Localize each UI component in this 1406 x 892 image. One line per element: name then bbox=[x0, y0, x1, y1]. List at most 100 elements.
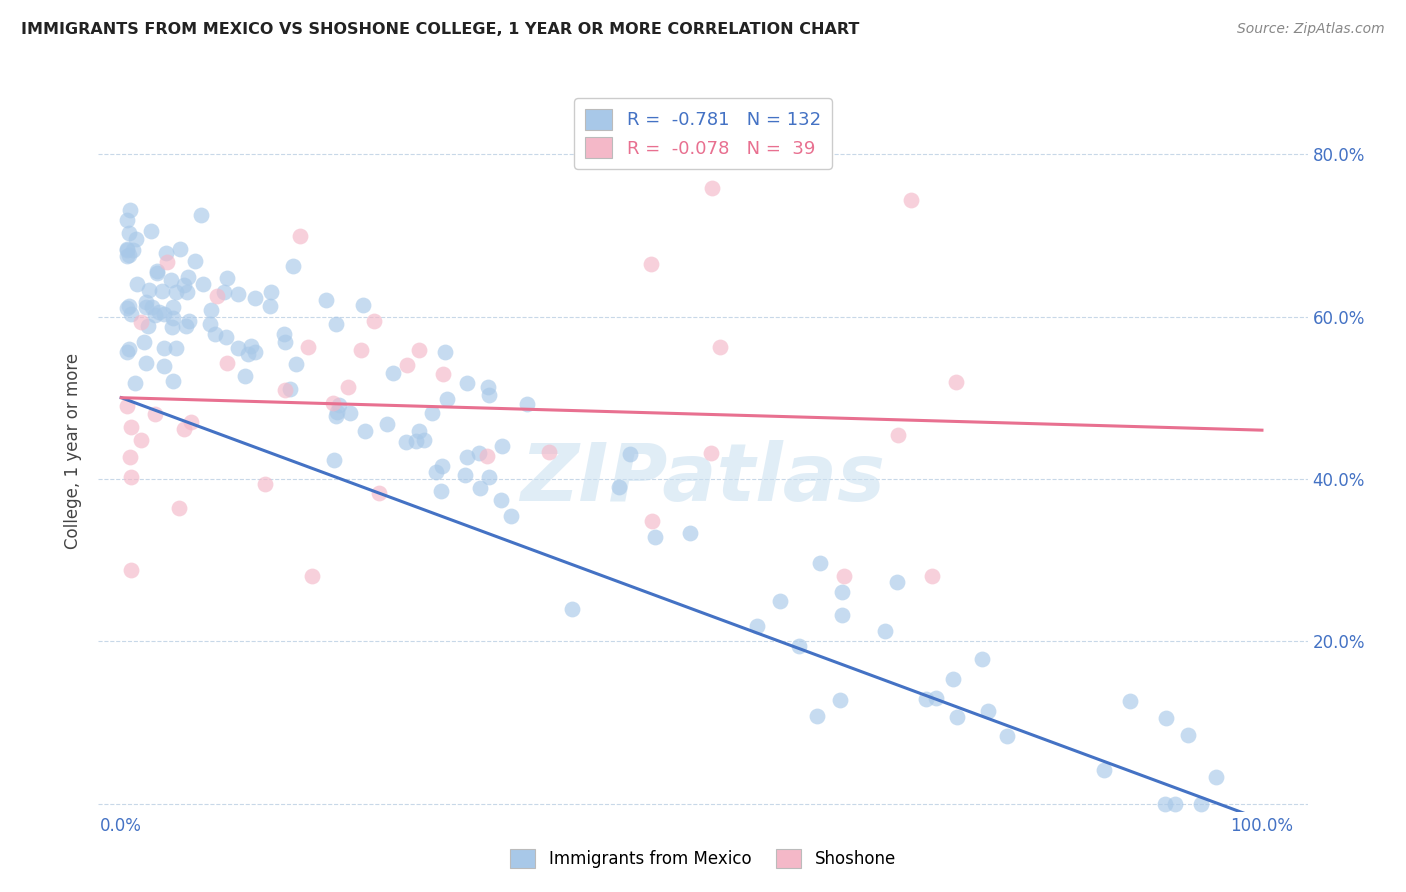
Point bbox=[115, 249, 138, 263]
Point bbox=[900, 194, 922, 208]
Point bbox=[322, 395, 344, 409]
Point bbox=[456, 376, 478, 390]
Point bbox=[153, 342, 176, 356]
Text: Source: ZipAtlas.com: Source: ZipAtlas.com bbox=[1237, 22, 1385, 37]
Point bbox=[136, 318, 159, 333]
Point bbox=[118, 299, 141, 313]
Point bbox=[489, 493, 512, 508]
Point bbox=[190, 208, 212, 222]
Point bbox=[283, 259, 305, 273]
Point bbox=[288, 229, 311, 244]
Point bbox=[425, 465, 447, 479]
Point bbox=[155, 246, 177, 260]
Point bbox=[120, 420, 142, 434]
Point bbox=[167, 501, 190, 516]
Point bbox=[831, 608, 853, 623]
Point bbox=[315, 293, 337, 308]
Point bbox=[325, 409, 347, 423]
Point bbox=[699, 445, 721, 459]
Point bbox=[700, 181, 723, 195]
Point bbox=[138, 283, 160, 297]
Point bbox=[436, 392, 458, 406]
Point bbox=[259, 285, 281, 300]
Point bbox=[1177, 728, 1199, 742]
Point bbox=[146, 266, 169, 280]
Point bbox=[831, 585, 853, 599]
Point bbox=[176, 285, 198, 299]
Point bbox=[233, 369, 256, 384]
Point bbox=[162, 374, 184, 388]
Point bbox=[273, 334, 295, 349]
Point bbox=[115, 242, 138, 256]
Text: IMMIGRANTS FROM MEXICO VS SHOSHONE COLLEGE, 1 YEAR OR MORE CORRELATION CHART: IMMIGRANTS FROM MEXICO VS SHOSHONE COLLE… bbox=[21, 22, 859, 37]
Point bbox=[212, 285, 235, 299]
Point bbox=[1189, 797, 1212, 811]
Point bbox=[135, 300, 157, 314]
Point bbox=[1118, 694, 1140, 708]
Point bbox=[350, 343, 373, 357]
Point bbox=[834, 569, 856, 583]
Point bbox=[363, 314, 385, 328]
Point bbox=[173, 422, 195, 436]
Point bbox=[875, 624, 897, 638]
Point bbox=[200, 317, 222, 331]
Point bbox=[120, 563, 142, 577]
Point bbox=[1205, 770, 1227, 784]
Point bbox=[301, 569, 323, 583]
Point bbox=[408, 343, 430, 357]
Point bbox=[454, 467, 477, 482]
Point bbox=[323, 453, 346, 467]
Point bbox=[468, 445, 491, 459]
Point bbox=[499, 508, 522, 523]
Point bbox=[914, 692, 936, 706]
Point bbox=[120, 308, 142, 322]
Point bbox=[609, 479, 631, 493]
Point bbox=[477, 379, 499, 393]
Point bbox=[478, 388, 501, 402]
Point bbox=[478, 470, 501, 484]
Point bbox=[259, 299, 281, 313]
Point bbox=[131, 315, 153, 329]
Point bbox=[162, 311, 184, 326]
Point bbox=[339, 406, 361, 420]
Point bbox=[139, 224, 162, 238]
Point bbox=[165, 285, 187, 300]
Point bbox=[806, 708, 828, 723]
Point bbox=[336, 380, 359, 394]
Point bbox=[217, 356, 239, 370]
Point bbox=[173, 278, 195, 293]
Point bbox=[537, 444, 560, 458]
Point bbox=[430, 484, 453, 499]
Point bbox=[152, 359, 174, 373]
Point bbox=[887, 428, 910, 442]
Point bbox=[125, 277, 148, 292]
Point bbox=[977, 705, 1000, 719]
Point bbox=[808, 556, 831, 570]
Point bbox=[352, 298, 374, 312]
Point bbox=[396, 358, 419, 372]
Point bbox=[769, 594, 792, 608]
Point bbox=[1153, 797, 1175, 811]
Point bbox=[945, 375, 967, 389]
Point bbox=[405, 434, 427, 449]
Point bbox=[120, 450, 142, 464]
Point bbox=[135, 294, 157, 309]
Point bbox=[475, 449, 498, 463]
Point bbox=[124, 376, 146, 391]
Point bbox=[115, 213, 138, 227]
Point bbox=[709, 340, 731, 354]
Point bbox=[160, 320, 183, 334]
Point bbox=[641, 515, 664, 529]
Point bbox=[942, 672, 965, 686]
Point bbox=[169, 243, 191, 257]
Point bbox=[1164, 797, 1187, 811]
Point bbox=[141, 300, 163, 314]
Point bbox=[516, 397, 538, 411]
Point bbox=[159, 273, 181, 287]
Point bbox=[243, 344, 266, 359]
Point bbox=[117, 226, 139, 240]
Point bbox=[150, 284, 173, 298]
Point bbox=[972, 651, 994, 665]
Point bbox=[432, 458, 454, 473]
Point bbox=[924, 690, 946, 705]
